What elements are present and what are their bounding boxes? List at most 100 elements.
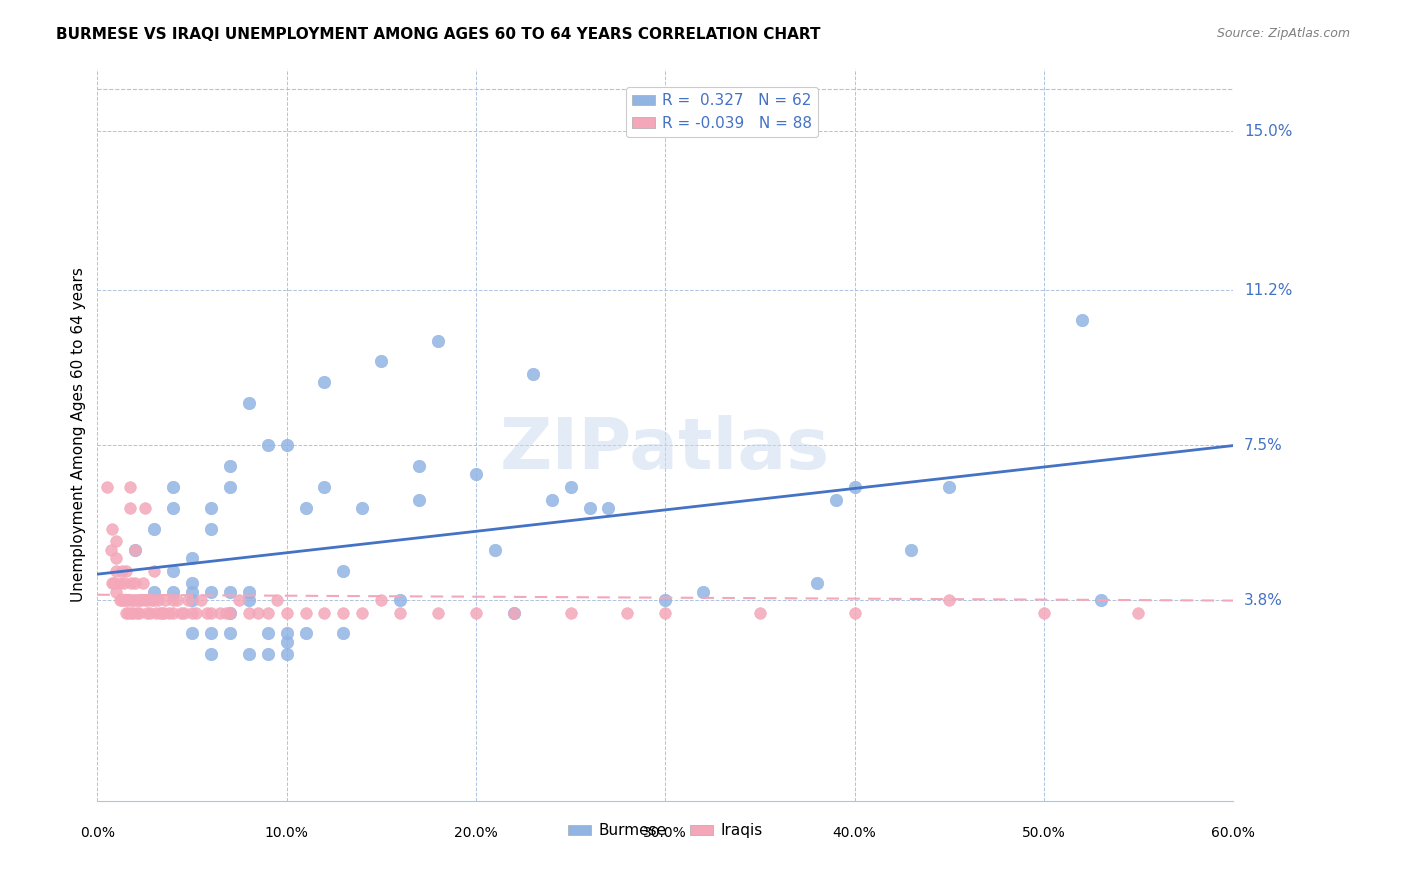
Text: 3.8%: 3.8% [1244,592,1284,607]
Point [465,606,488,620]
Point [938,593,960,607]
Point [540,492,562,507]
Point [166,593,188,607]
Point [152,606,174,620]
Point [256,606,278,620]
Point [134,593,156,607]
Point [352,500,374,515]
Text: 60.0%: 60.0% [1211,826,1256,840]
Point [181,584,204,599]
Point [101,576,124,591]
Text: 50.0%: 50.0% [1022,826,1066,840]
Point [1128,606,1150,620]
Point [118,500,141,515]
Point [276,648,298,662]
Point [112,576,135,591]
Point [162,584,184,599]
Point [465,467,488,482]
Point [117,593,139,607]
Point [200,626,222,640]
Point [127,606,149,620]
Point [105,551,128,566]
Point [143,584,166,599]
Point [120,593,142,607]
Point [149,606,172,620]
Point [616,606,638,620]
Point [654,593,676,607]
Point [112,593,135,607]
Point [314,606,336,620]
Point [200,500,222,515]
Text: BURMESE VS IRAQI UNEMPLOYMENT AMONG AGES 60 TO 64 YEARS CORRELATION CHART: BURMESE VS IRAQI UNEMPLOYMENT AMONG AGES… [56,27,821,42]
Point [177,593,200,607]
Point [900,542,922,557]
Text: Source: ZipAtlas.com: Source: ZipAtlas.com [1216,27,1350,40]
Point [276,635,298,649]
Point [128,593,150,607]
Point [128,606,150,620]
Point [502,606,524,620]
Point [181,606,204,620]
Point [408,459,430,474]
Point [314,376,336,390]
Point [181,551,204,566]
Point [1090,593,1112,607]
Point [560,480,582,494]
Point [218,606,240,620]
Point [139,606,162,620]
Point [408,492,430,507]
Text: 20.0%: 20.0% [454,826,498,840]
Point [578,500,600,515]
Point [117,606,139,620]
Point [145,606,167,620]
Text: 0.0%: 0.0% [80,826,115,840]
Point [218,584,240,599]
Point [127,593,149,607]
Point [124,542,146,557]
Point [108,576,131,591]
Text: 11.2%: 11.2% [1244,283,1292,298]
Point [692,584,714,599]
Point [173,606,195,620]
Point [200,522,222,536]
Point [238,593,260,607]
Point [560,606,582,620]
Point [150,606,173,620]
Point [100,542,122,557]
Point [427,334,450,348]
Point [108,593,131,607]
Point [276,606,298,620]
Legend: Burmese, Iraqis: Burmese, Iraqis [562,817,769,845]
Point [129,593,152,607]
Point [256,648,278,662]
Point [96,480,118,494]
Point [502,606,524,620]
Point [114,593,136,607]
Point [294,626,316,640]
Point [806,576,828,591]
Point [190,593,212,607]
Point [266,593,288,607]
Point [370,593,392,607]
Point [332,606,354,620]
Text: 7.5%: 7.5% [1244,438,1282,452]
Point [118,480,141,494]
Point [294,606,316,620]
Point [134,500,156,515]
Point [157,606,180,620]
Point [256,626,278,640]
Point [114,606,136,620]
Point [111,564,134,578]
Point [124,542,146,557]
Point [389,593,412,607]
Point [122,593,145,607]
Point [143,593,166,607]
Point [824,492,846,507]
Point [218,626,240,640]
Text: ZIPatlas: ZIPatlas [501,415,831,483]
Text: 30.0%: 30.0% [644,826,688,840]
Point [218,480,240,494]
Point [238,396,260,410]
Point [162,606,184,620]
Point [143,564,166,578]
